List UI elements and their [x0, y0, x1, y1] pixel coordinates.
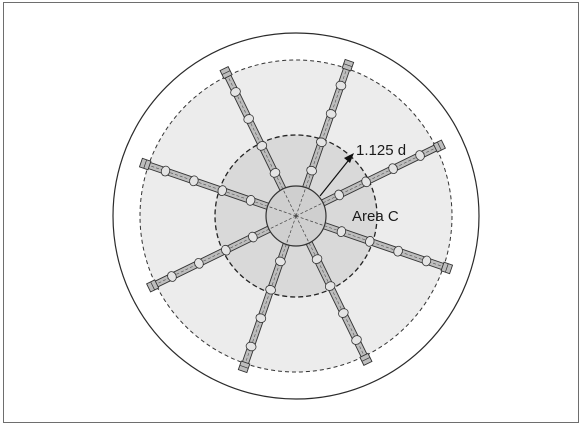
arm-nozzle: [265, 285, 276, 295]
arm-nozzle: [311, 254, 323, 264]
arm-nozzle: [160, 165, 171, 177]
arm: [138, 157, 272, 211]
arm-nozzle: [256, 141, 268, 151]
arm-nozzle: [338, 308, 349, 318]
arm-nozzle: [194, 258, 204, 269]
arm-group: [138, 58, 454, 374]
arm-end-cap-divider: [221, 70, 231, 75]
arm-end-cap-divider: [239, 365, 249, 369]
arm-nozzle: [245, 341, 257, 352]
arm-nozzle: [269, 168, 281, 178]
arm: [320, 221, 454, 275]
arm-nozzle: [245, 195, 256, 206]
arm-end-cap-divider: [150, 281, 155, 291]
arm-end-cap-divider: [437, 141, 442, 151]
arm-nozzle: [221, 244, 231, 256]
arm-nozzle: [316, 137, 327, 147]
arm-nozzle: [325, 109, 337, 119]
arm-nozzle: [189, 175, 199, 187]
arm-nozzle: [393, 245, 403, 257]
arm-nozzle: [324, 281, 336, 291]
arm-nozzle: [365, 236, 375, 247]
arm-end-cap-divider: [445, 263, 449, 273]
arm-nozzle: [336, 226, 347, 237]
arm-nozzle: [275, 256, 286, 267]
arm-nozzle: [351, 335, 362, 345]
dimension-arrow-head: [344, 153, 354, 163]
arm: [319, 139, 446, 208]
arm-nozzle: [306, 165, 317, 176]
arm-nozzle: [415, 150, 425, 161]
arm-end-cap-divider: [361, 357, 371, 362]
arm-end-cap-divider: [343, 63, 353, 67]
arm-nozzle: [421, 255, 432, 267]
area-label: Area C: [352, 208, 399, 225]
arm-nozzle: [255, 313, 267, 323]
arm-nozzle: [248, 231, 258, 243]
arm-nozzle: [243, 114, 254, 124]
arm: [304, 239, 373, 366]
dimension-label: 1.125 d: [356, 142, 406, 159]
dimension-arrow-line: [319, 155, 353, 197]
arm-nozzle: [388, 163, 398, 174]
arm-nozzle: [361, 176, 371, 188]
arm-nozzle: [167, 271, 177, 282]
arm-nozzle: [217, 185, 227, 196]
arm-nozzle: [334, 189, 344, 201]
arm-nozzle: [335, 80, 347, 91]
arm-nozzle: [230, 87, 241, 97]
arm: [146, 224, 273, 293]
arm-end-cap-divider: [143, 159, 147, 169]
